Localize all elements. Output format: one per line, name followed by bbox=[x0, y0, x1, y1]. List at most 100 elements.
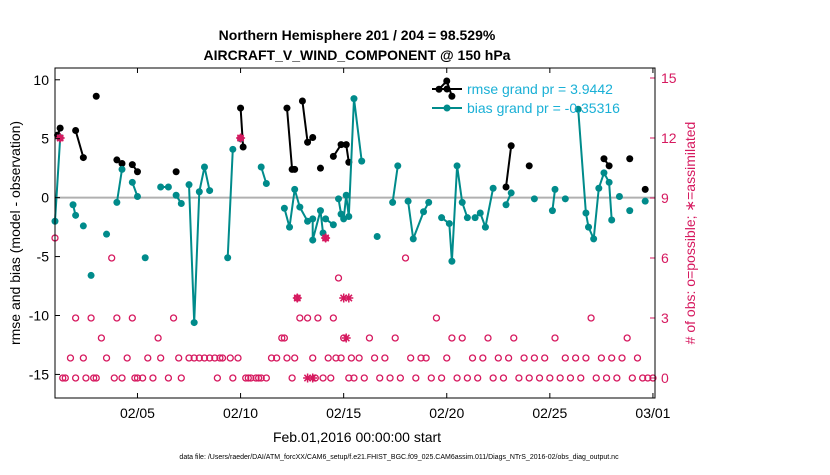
obs-possible-marker bbox=[79, 354, 88, 362]
obs-possible-marker bbox=[177, 374, 185, 382]
legend-rmse-label: rmse grand pr = 3.9442 bbox=[467, 81, 613, 97]
obs-possible-marker bbox=[149, 374, 157, 382]
x-tick-label: 02/10 bbox=[223, 405, 258, 421]
bias-point bbox=[195, 188, 203, 196]
obs-possible-marker bbox=[272, 354, 281, 362]
x-tick-label: 02/20 bbox=[429, 405, 464, 421]
obs-possible-marker bbox=[628, 374, 636, 382]
obs-assimilated-marker bbox=[236, 133, 246, 143]
obs-possible-marker bbox=[205, 354, 214, 362]
bias-point bbox=[113, 198, 121, 206]
obs-possible-marker bbox=[443, 354, 451, 362]
x-tick-label: 03/01 bbox=[635, 405, 670, 421]
bias-point bbox=[350, 95, 358, 103]
obs-possible-marker bbox=[280, 334, 289, 342]
obs-assimilated-marker bbox=[339, 293, 349, 303]
obs-possible-marker bbox=[226, 354, 234, 362]
y-tick-label: 5 bbox=[41, 131, 49, 147]
rmse-point bbox=[507, 142, 515, 150]
rmse-point bbox=[605, 162, 613, 170]
bias-point bbox=[329, 221, 337, 229]
obs-possible-marker bbox=[556, 374, 564, 382]
obs-possible-marker bbox=[216, 354, 224, 362]
bias-point bbox=[280, 204, 288, 212]
obs-possible-marker bbox=[309, 354, 317, 362]
obs-possible-marker bbox=[608, 354, 616, 362]
obs-possible-marker bbox=[345, 374, 353, 382]
data-file-footnote: data file: /Users/raeder/DAI/ATM_forcXX/… bbox=[179, 454, 619, 461]
rmse-point bbox=[304, 138, 312, 146]
obs-possible-marker bbox=[474, 374, 482, 382]
obs-possible-marker bbox=[587, 314, 595, 322]
obs-possible-marker bbox=[530, 354, 539, 362]
bias-point bbox=[453, 162, 461, 170]
bias-point bbox=[582, 209, 590, 217]
obs-possible-marker bbox=[334, 274, 343, 282]
obs-assimilated-marker bbox=[292, 293, 302, 303]
bias-point bbox=[164, 183, 172, 191]
obs-assimilated-marker bbox=[344, 293, 354, 303]
obs-possible-marker bbox=[412, 374, 420, 382]
obs-possible-marker bbox=[211, 354, 219, 362]
bias-point bbox=[551, 185, 559, 193]
obs-possible-marker bbox=[453, 374, 461, 382]
bias-point bbox=[507, 189, 515, 197]
obs-possible-marker bbox=[113, 314, 121, 322]
obs-possible-marker bbox=[61, 374, 69, 382]
obs-assimilated-marker bbox=[308, 373, 318, 383]
obs-possible-marker bbox=[257, 374, 265, 382]
obs-possible-marker bbox=[494, 354, 502, 362]
rmse-point bbox=[342, 141, 350, 149]
rmse-point bbox=[626, 155, 634, 163]
bias-point bbox=[608, 216, 616, 224]
rmse-point bbox=[316, 164, 324, 172]
bias-point bbox=[458, 198, 466, 206]
obs-possible-marker bbox=[396, 374, 405, 382]
obs-possible-marker bbox=[71, 374, 80, 382]
rmse-point bbox=[128, 161, 136, 169]
bias-point bbox=[530, 195, 538, 203]
obs-assimilated-marker bbox=[341, 333, 351, 343]
obs-possible-marker bbox=[319, 374, 327, 382]
rmse-point bbox=[337, 141, 345, 149]
bias-point bbox=[190, 319, 198, 327]
rmse-point bbox=[172, 168, 180, 176]
bias-point bbox=[322, 215, 330, 223]
obs-possible-marker bbox=[278, 334, 286, 342]
x-tick-label: 02/25 bbox=[532, 405, 567, 421]
obs-possible-marker bbox=[296, 314, 304, 322]
obs-possible-marker bbox=[347, 354, 356, 362]
obs-possible-marker bbox=[350, 374, 358, 382]
obs-possible-marker bbox=[247, 374, 255, 382]
obs-possible-marker bbox=[291, 354, 299, 362]
obs-possible-marker bbox=[71, 314, 80, 322]
bias-point bbox=[72, 211, 80, 219]
x-axis-label: Feb.01,2016 00:00:00 start bbox=[273, 429, 441, 445]
obs-possible-marker bbox=[365, 334, 374, 342]
obs-possible-marker bbox=[82, 374, 90, 382]
obs-possible-marker bbox=[546, 374, 554, 382]
obs-possible-marker bbox=[108, 254, 116, 262]
rmse-point bbox=[298, 97, 306, 105]
bias-point bbox=[358, 157, 366, 165]
obs-possible-marker bbox=[422, 354, 430, 362]
obs-possible-marker bbox=[314, 314, 322, 322]
y-tick-label: 0 bbox=[41, 190, 49, 206]
bias-point bbox=[476, 209, 484, 217]
bias-point bbox=[641, 197, 649, 205]
obs-possible-marker bbox=[417, 354, 425, 362]
bias-point bbox=[296, 203, 304, 211]
bias-point bbox=[481, 223, 489, 231]
y2-tick-label: 12 bbox=[661, 130, 677, 146]
obs-possible-marker bbox=[401, 254, 410, 262]
obs-possible-marker bbox=[489, 374, 497, 382]
obs-possible-marker bbox=[360, 374, 368, 382]
obs-possible-marker bbox=[242, 374, 250, 382]
obs-possible-marker bbox=[244, 374, 252, 382]
obs-possible-marker bbox=[520, 354, 528, 362]
obs-possible-marker bbox=[561, 354, 569, 362]
bias-point bbox=[103, 230, 111, 238]
obs-possible-marker bbox=[329, 314, 338, 322]
y-tick-label: -10 bbox=[29, 308, 49, 324]
